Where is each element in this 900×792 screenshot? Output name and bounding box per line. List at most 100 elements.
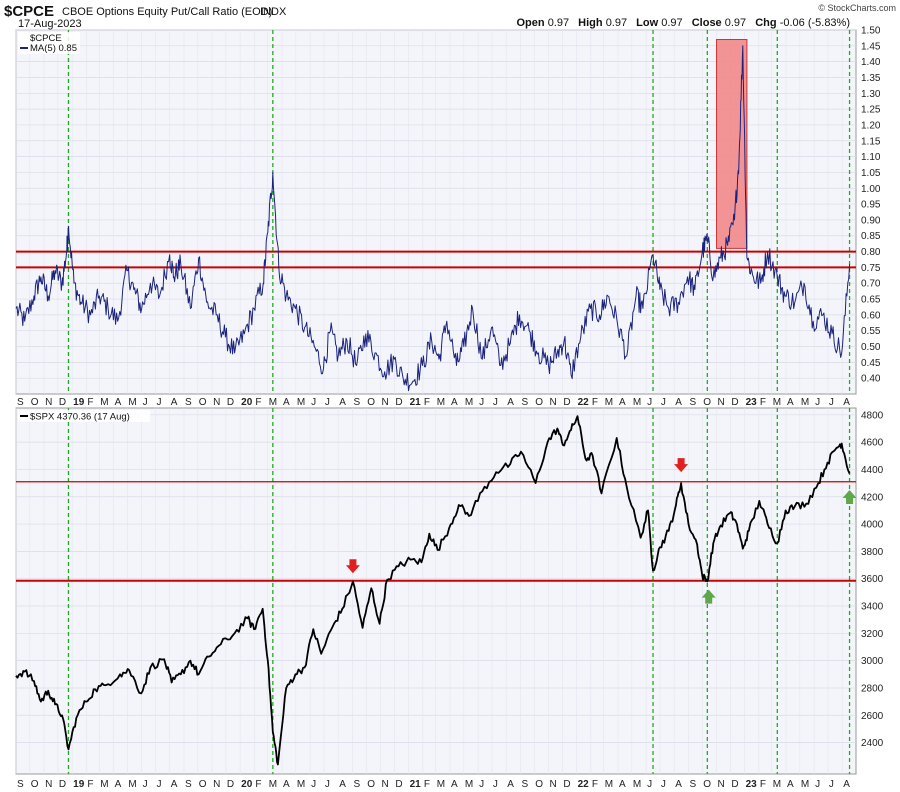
x-tick-label: A bbox=[283, 779, 290, 790]
x-tick-label: M bbox=[297, 779, 305, 790]
x-tick-label: S bbox=[521, 779, 528, 790]
x-tick-label: A bbox=[787, 779, 794, 790]
x-tick-label: 21 bbox=[410, 397, 422, 408]
x-tick-label: M bbox=[633, 779, 641, 790]
x-tick-label: A bbox=[283, 397, 290, 408]
ohlc-readout: Open 0.97 High 0.97 Low 0.97 Close 0.97 … bbox=[517, 17, 851, 29]
x-tick-label: S bbox=[521, 397, 528, 408]
y-tick-label: 1.35 bbox=[861, 73, 881, 84]
x-tick-label: A bbox=[619, 397, 626, 408]
y-tick-label: 4400 bbox=[861, 465, 884, 476]
x-tick-label: N bbox=[213, 779, 220, 790]
exchange-label: INDX bbox=[260, 6, 287, 18]
x-tick-label: S bbox=[689, 397, 696, 408]
x-tick-label: M bbox=[100, 397, 108, 408]
x-tick-label: J bbox=[156, 397, 161, 408]
spx-legend-label: $SPX 4370.36 (17 Aug) bbox=[30, 412, 130, 423]
spx-legend-box bbox=[18, 410, 150, 422]
y-tick-label: 3400 bbox=[861, 602, 884, 613]
x-tick-label: J bbox=[829, 779, 834, 790]
close-value: 0.97 bbox=[725, 17, 746, 29]
y-tick-label: 1.00 bbox=[861, 184, 881, 195]
low-value: 0.97 bbox=[661, 17, 682, 29]
x-tick-label: F bbox=[87, 397, 93, 408]
low-label: Low bbox=[636, 17, 658, 29]
y-tick-label: 0.45 bbox=[861, 358, 881, 369]
x-tick-label: J bbox=[143, 779, 148, 790]
x-tick-label: A bbox=[171, 397, 178, 408]
down-arrow-marker bbox=[345, 559, 360, 574]
symbol-name: CBOE Options Equity Put/Call Ratio (EOD) bbox=[62, 6, 272, 18]
x-tick-label: O bbox=[199, 397, 207, 408]
x-tick-label: N bbox=[550, 779, 557, 790]
x-tick-label: M bbox=[633, 397, 641, 408]
series-line-spx bbox=[15, 415, 851, 766]
x-tick-label: A bbox=[115, 397, 122, 408]
x-tick-label: A bbox=[675, 779, 682, 790]
y-tick-label: 0.70 bbox=[861, 279, 881, 290]
spx-plot: 2400 2600 2800 3000 3200 3400 3600 3800 4000 4200… bbox=[15, 408, 884, 774]
y-tick-label: 3800 bbox=[861, 547, 884, 558]
x-tick-label: N bbox=[550, 397, 557, 408]
x-tick-label: S bbox=[353, 397, 360, 408]
cpce-plot: 0.40 0.45 0.50 0.55 0.60 0.65 0.70 0.75 0.80 0.85… bbox=[15, 26, 881, 394]
x-axis-bottom: S O N D 19 F M A M J J A S O N D 20 F M A M J J A S O N D 21 F M A M J J A S… bbox=[17, 779, 850, 790]
close-label: Close bbox=[692, 17, 722, 29]
x-tick-label: A bbox=[339, 397, 346, 408]
x-tick-label: N bbox=[718, 397, 725, 408]
x-tick-label: D bbox=[395, 397, 402, 408]
x-tick-label: M bbox=[801, 779, 809, 790]
x-tick-label: M bbox=[269, 397, 277, 408]
x-tick-label: N bbox=[45, 779, 52, 790]
x-tick-label: D bbox=[731, 779, 738, 790]
x-tick-label: J bbox=[815, 397, 820, 408]
x-tick-label: 23 bbox=[746, 779, 758, 790]
x-tick-label: J bbox=[829, 397, 834, 408]
x-tick-label: A bbox=[451, 397, 458, 408]
x-tick-label: F bbox=[255, 779, 261, 790]
x-tick-label: N bbox=[382, 397, 389, 408]
x-tick-label: J bbox=[143, 397, 148, 408]
x-tick-label: J bbox=[647, 397, 652, 408]
y-tick-label: 3200 bbox=[861, 629, 884, 640]
open-label: Open bbox=[517, 17, 545, 29]
high-label: High bbox=[578, 17, 603, 29]
y-tick-label: 0.50 bbox=[861, 342, 881, 353]
y-tick-label: 3600 bbox=[861, 574, 884, 585]
cpce-legend-symbol: $CPCE bbox=[30, 33, 62, 44]
x-tick-label: O bbox=[31, 397, 39, 408]
x-tick-label: D bbox=[59, 397, 66, 408]
x-tick-label: A bbox=[115, 779, 122, 790]
x-tick-label: J bbox=[493, 779, 498, 790]
y-tick-label: 0.80 bbox=[861, 247, 881, 258]
y-tick-label: 0.60 bbox=[861, 310, 881, 321]
chg-label: Chg bbox=[755, 17, 776, 29]
x-tick-label: S bbox=[185, 397, 192, 408]
x-tick-label: F bbox=[760, 779, 766, 790]
x-tick-label: F bbox=[87, 779, 93, 790]
x-tick-label: J bbox=[647, 779, 652, 790]
cpce-legend-box bbox=[18, 32, 80, 54]
x-tick-label: F bbox=[424, 397, 430, 408]
x-tick-label: O bbox=[535, 397, 543, 408]
x-tick-label: O bbox=[703, 779, 711, 790]
x-tick-label: J bbox=[156, 779, 161, 790]
y-tick-label: 3000 bbox=[861, 656, 884, 667]
x-tick-label: J bbox=[493, 397, 498, 408]
x-tick-label: S bbox=[689, 779, 696, 790]
up-arrow-marker bbox=[842, 489, 857, 504]
x-tick-label: D bbox=[563, 397, 570, 408]
x-tick-label: M bbox=[297, 397, 305, 408]
y-tick-label: 2800 bbox=[861, 683, 884, 694]
symbol-title: $CPCE bbox=[4, 3, 54, 20]
x-tick-label: S bbox=[353, 779, 360, 790]
y-tick-label: 0.95 bbox=[861, 200, 881, 211]
x-tick-label: M bbox=[100, 779, 108, 790]
x-tick-label: S bbox=[17, 397, 24, 408]
x-tick-label: S bbox=[185, 779, 192, 790]
x-tick-label: J bbox=[479, 779, 484, 790]
x-tick-label: O bbox=[367, 397, 375, 408]
x-tick-label: D bbox=[731, 397, 738, 408]
y-tick-label: 4600 bbox=[861, 438, 884, 449]
x-tick-label: N bbox=[45, 397, 52, 408]
